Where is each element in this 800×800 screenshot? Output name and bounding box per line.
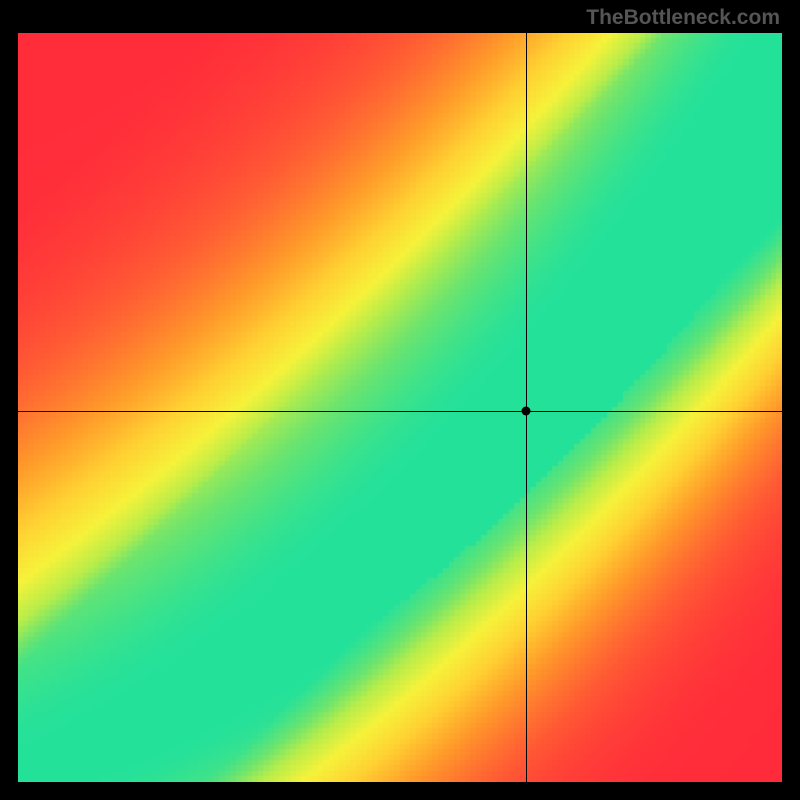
heatmap-canvas xyxy=(18,33,782,782)
chart-container: TheBottleneck.com xyxy=(0,0,800,800)
watermark-text: TheBottleneck.com xyxy=(586,6,780,30)
